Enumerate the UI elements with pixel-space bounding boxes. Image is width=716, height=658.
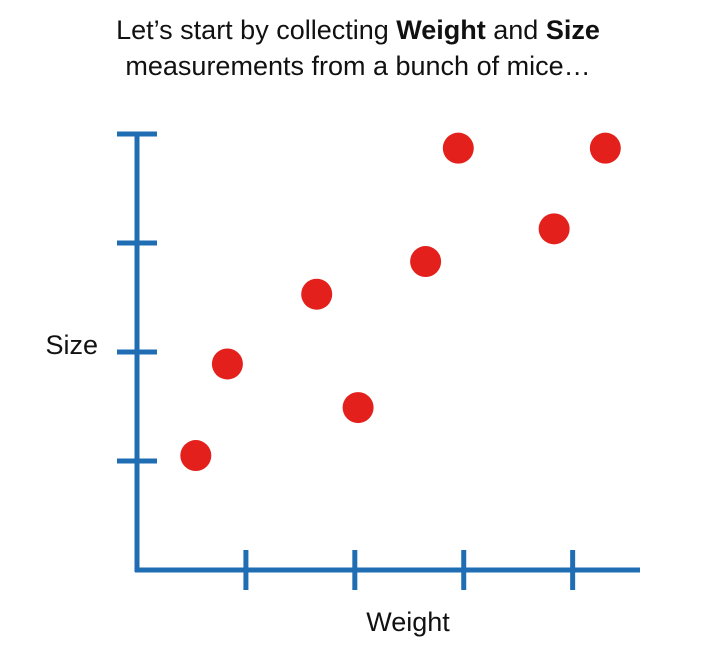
title-line: measurements from a bunch of mice… (0, 48, 716, 84)
data-point (589, 132, 621, 164)
title-text: measurements from a bunch of mice… (125, 51, 591, 81)
data-point (538, 213, 570, 245)
title-text: and (485, 15, 546, 45)
data-point (442, 132, 474, 164)
title-line: Let’s start by collecting Weight and Siz… (0, 12, 716, 48)
x-axis-label: Weight (366, 607, 450, 637)
title-text: Let’s start by collecting (116, 15, 397, 45)
data-point (410, 246, 442, 278)
title-text: Size (545, 15, 600, 45)
title-text: Weight (396, 15, 486, 45)
data-point (180, 440, 212, 472)
chart-title: Let’s start by collecting Weight and Siz… (0, 12, 716, 84)
data-point (211, 348, 243, 380)
data-point (342, 392, 374, 424)
data-point (301, 278, 333, 310)
y-axis-label: Size (45, 330, 98, 360)
